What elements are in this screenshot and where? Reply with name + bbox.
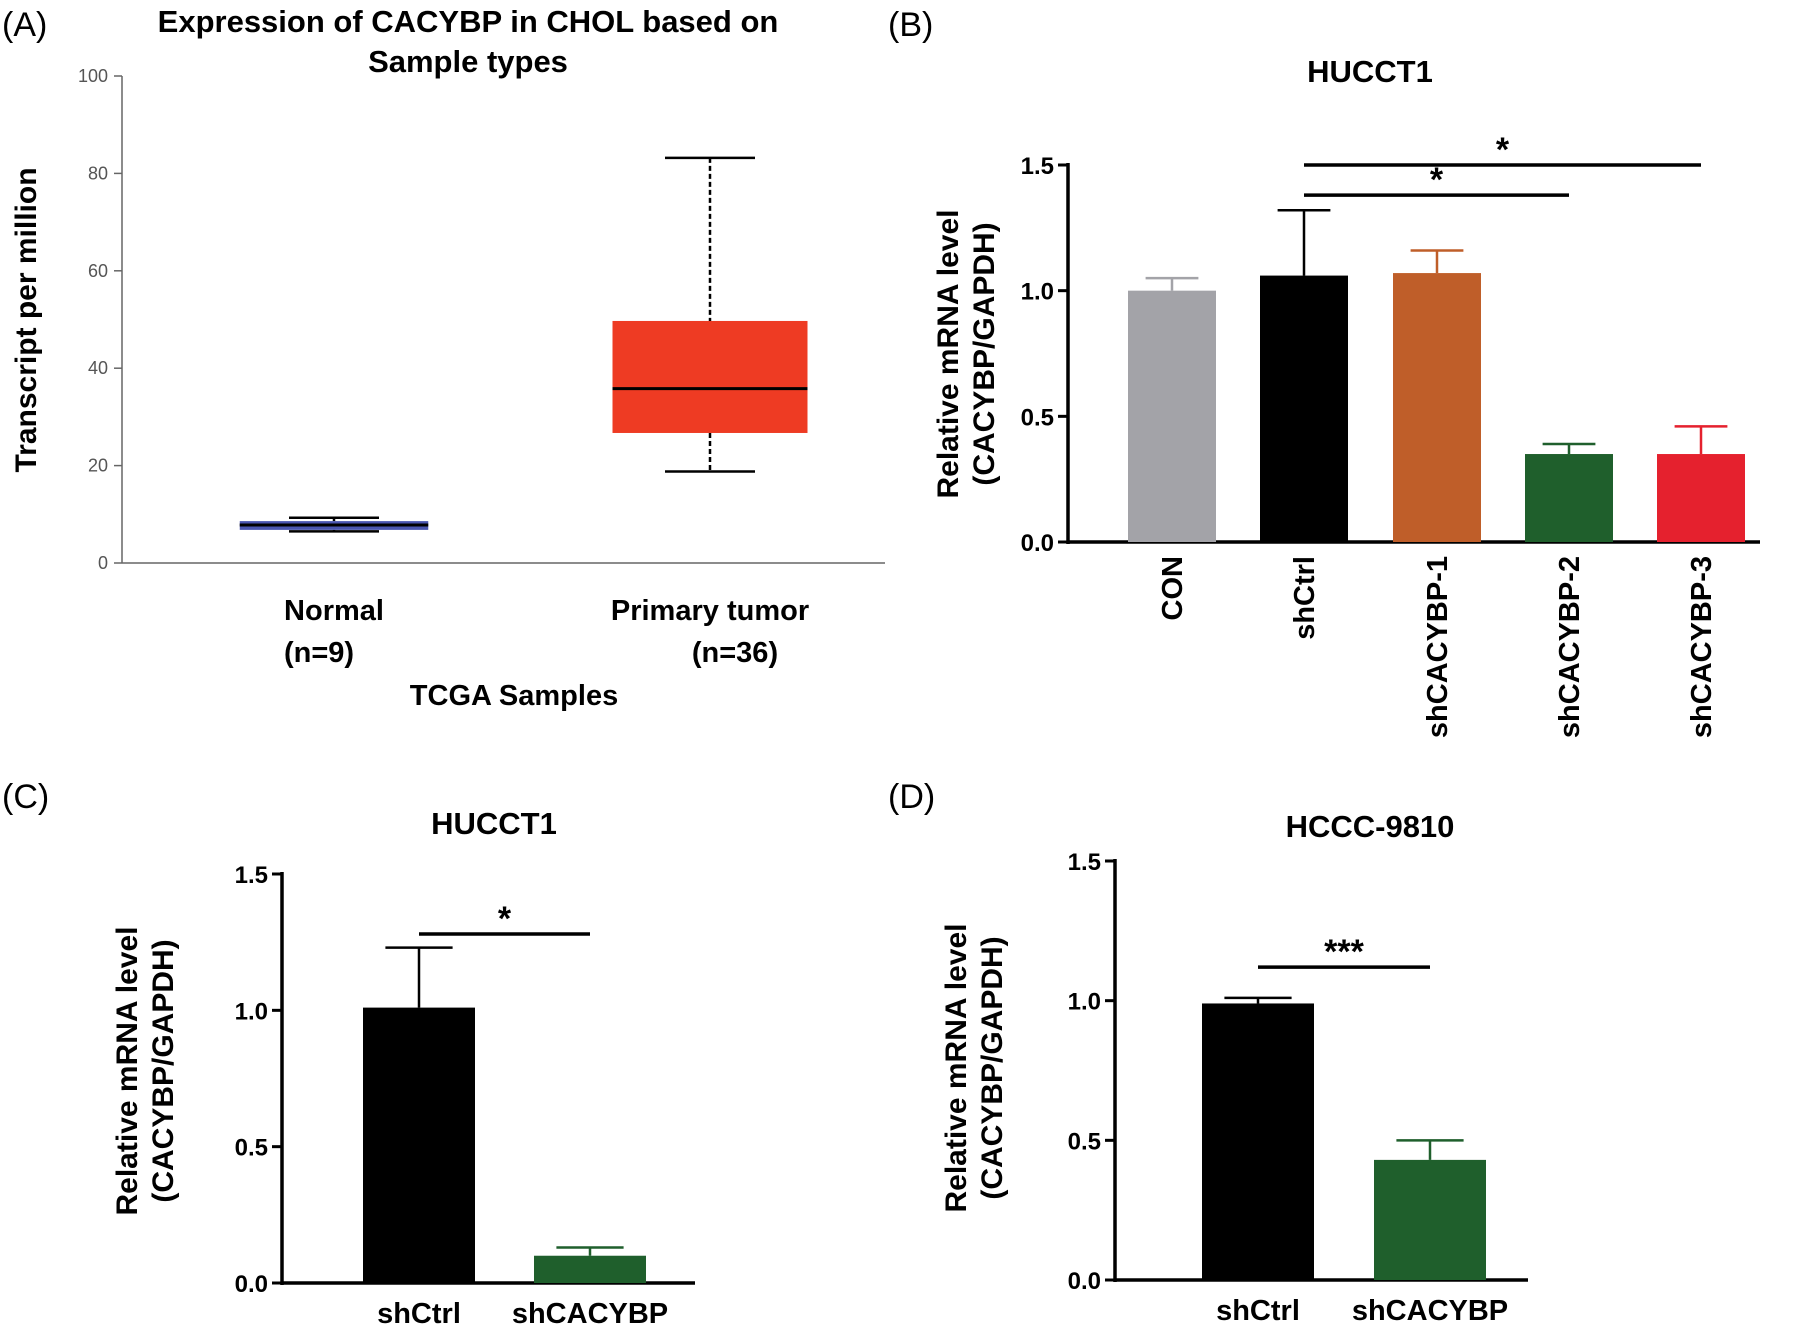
bar-shcacybp-1 [1393,273,1481,542]
chart-title: HUCCT1 [1307,54,1433,89]
panel-a-box-plot: (A) Expression of CACYBP in CHOL based on… [2,4,885,712]
panel-label: (C) [2,778,49,816]
y-tick-label: 100 [78,66,108,86]
y-tick-label: 60 [88,261,108,281]
y-axis-label-line-1: Relative mRNA level [940,923,973,1212]
x-category-label: shCACYBP [512,1298,668,1330]
y-axis-label: Relative mRNA level (CACYBP/GAPDH) [940,923,1009,1212]
y-axis-label: Relative mRNA level (CACYBP/GAPDH) [932,209,1001,498]
y-tick-label: 0.0 [235,1271,268,1298]
x-category-label: shCtrl [1216,1295,1300,1327]
y-tick-label: 1.0 [235,998,268,1025]
x-category-label: Normal [284,595,384,627]
y-axis-label-line-2: (CACYBP/GAPDH) [147,939,180,1202]
y-tick-label: 0.5 [1021,404,1054,431]
box-primary-tumor [612,320,808,433]
x-category-count: (n=36) [692,637,778,669]
panel-label: (A) [2,6,47,44]
panel-label: (B) [888,6,933,44]
chart-title: HCCC-9810 [1286,809,1455,844]
significance-label: * [1430,161,1444,199]
chart-title-line-1: Expression of CACYBP in CHOL based on [158,4,779,39]
chart-title-line-2: Sample types [368,44,568,79]
x-category-label: shCtrl [377,1298,461,1330]
x-category-label: Primary tumor [611,595,809,627]
y-tick-label: 80 [88,163,108,183]
significance-label: * [498,900,512,938]
y-axis-label: Transcript per million [10,167,43,472]
x-category-label: shCACYBP-2 [1554,556,1586,738]
y-axis-label-line-1: Relative mRNA level [932,209,965,498]
panel-c-bar-chart: (C) HUCCT1 0.0 0.5 1.0 1.5 Relative mRNA level… [2,778,695,1330]
y-axis-label: Relative mRNA level (CACYBP/GAPDH) [111,926,180,1215]
bar-shcacybp [534,1255,646,1283]
y-axis-label-line-2: (CACYBP/GAPDH) [976,936,1009,1199]
y-tick-label: 40 [88,358,108,378]
y-tick-label: 20 [88,456,108,476]
y-tick-label: 1.0 [1021,279,1054,306]
y-axis-label-line-2: (CACYBP/GAPDH) [968,222,1001,485]
panel-label: (D) [888,778,935,816]
x-category-label: shCACYBP [1352,1295,1508,1327]
x-category-label: shCACYBP-1 [1422,556,1454,738]
y-tick-label: 0.0 [1021,530,1054,557]
x-category-count: (n=9) [284,637,354,669]
y-tick-label: 1.5 [1068,849,1101,876]
y-tick-label: 0.0 [1068,1268,1101,1295]
bar-shctrl [1202,1003,1314,1280]
y-tick-label: 0 [98,553,108,573]
significance-label: *** [1324,933,1364,971]
bar-shcacybp-2 [1525,454,1613,542]
bar-shcacybp-3 [1657,454,1745,542]
y-tick-label: 0.5 [235,1135,268,1162]
bar-shctrl [1260,275,1348,542]
panel-b-bar-chart: (B) HUCCT1 0.0 0.5 1.0 1.5 Relative mRNA level… [888,6,1760,738]
bar-con [1128,290,1216,542]
significance-label: * [1496,131,1510,169]
x-category-label: shCACYBP-3 [1686,556,1718,738]
y-tick-label: 1.5 [1021,153,1054,180]
y-tick-label: 0.5 [1068,1128,1101,1155]
y-tick-label: 1.5 [235,862,268,889]
bar-shctrl [363,1007,475,1283]
x-category-label: shCtrl [1289,556,1321,640]
panel-d-bar-chart: (D) HCCC-9810 0.0 0.5 1.0 1.5 Relative mRNA le… [888,778,1528,1327]
y-tick-label: 1.0 [1068,989,1101,1016]
chart-title: HUCCT1 [431,806,557,841]
x-category-label: CON [1157,556,1189,620]
x-axis-label: TCGA Samples [410,680,618,712]
bar-shcacybp [1374,1159,1486,1280]
y-axis-label-line-1: Relative mRNA level [111,926,144,1215]
